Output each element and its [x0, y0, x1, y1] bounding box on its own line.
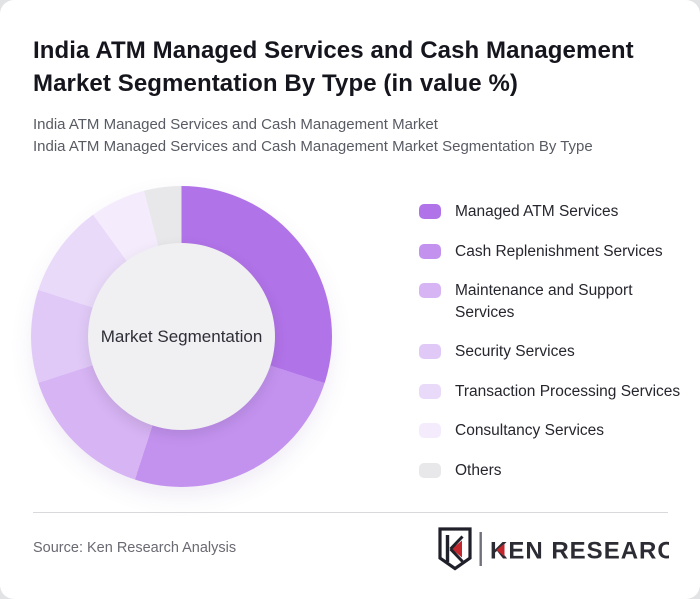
legend-swatch [419, 423, 441, 438]
logo-k-accent [496, 543, 505, 557]
legend-item: Transaction Processing Services [419, 381, 687, 403]
legend-swatch [419, 383, 441, 399]
source-text: Source: Ken Research Analysis [33, 540, 237, 556]
ken-research-shield-icon [438, 527, 472, 571]
legend-item: Managed ATM Services [419, 201, 687, 223]
donut-center-label: Market Segmentation [100, 326, 263, 346]
legend-swatch [419, 344, 441, 359]
legend-label: Consultancy Services [455, 422, 605, 439]
legend-label: Transaction Processing Services [455, 382, 681, 400]
legend-label: Maintenance and Support Services [455, 282, 633, 321]
subtitle-line-2: India ATM Managed Services and Cash Mana… [33, 137, 593, 155]
logo-divider [479, 532, 482, 566]
legend-item: Cash Replenishment Services [419, 241, 687, 263]
legend-swatch [419, 462, 441, 478]
legend-label: Security Services [455, 343, 575, 360]
legend-swatch [419, 243, 441, 259]
chart-legend: Managed ATM Services Cash Replenishment … [419, 201, 687, 481]
legend-item: Consultancy Services [419, 420, 687, 442]
page-title: India ATM Managed Services and Cash Mana… [33, 37, 634, 97]
legend-swatch [419, 204, 441, 219]
legend-item: Maintenance and Support Services [419, 280, 687, 323]
legend-swatch [419, 283, 441, 298]
legend-label: Managed ATM Services [455, 203, 619, 220]
legend-item: Others [419, 460, 687, 482]
donut-center: Market Segmentation [88, 243, 275, 430]
legend-label: Others [455, 461, 502, 479]
logo-wordmark: KEN RESEARCH [490, 538, 669, 565]
footer-divider [33, 512, 668, 513]
donut-chart: Market Segmentation [31, 186, 332, 487]
legend-item: Security Services [419, 341, 687, 363]
ken-research-logo: KEN RESEARCH [438, 527, 669, 571]
subtitle-line-1: India ATM Managed Services and Cash Mana… [33, 116, 438, 133]
chart-subtitles: India ATM Managed Services and Cash Mana… [33, 114, 673, 157]
legend-label: Cash Replenishment Services [455, 242, 663, 260]
